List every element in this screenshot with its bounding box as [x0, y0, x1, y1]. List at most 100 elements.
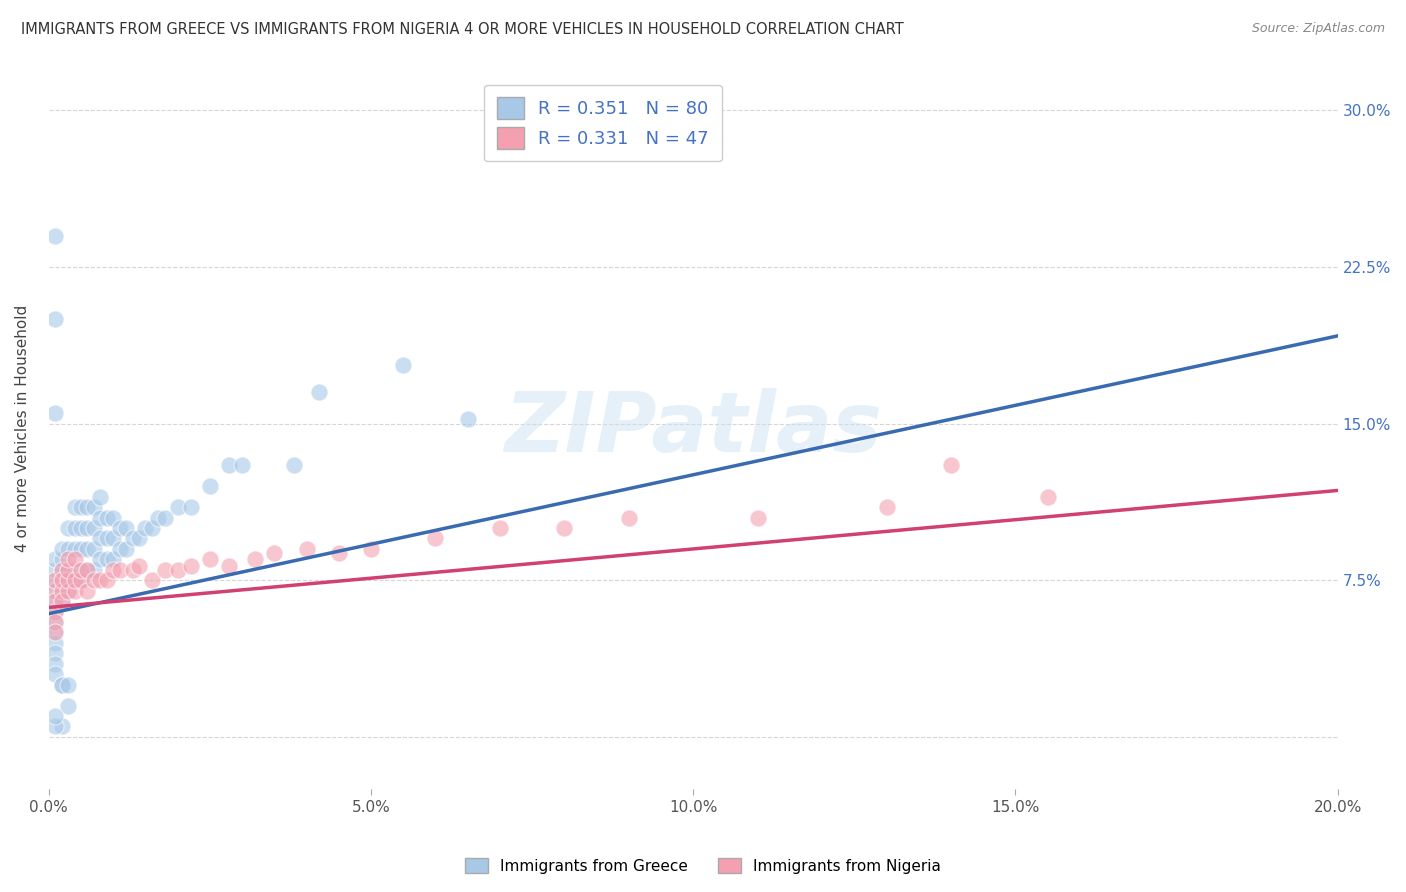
Point: [51, 541, 73, 556]
Point: [44, 583, 66, 598]
Point: [70, 521, 93, 535]
Point: [153, 563, 176, 577]
Point: [44, 657, 66, 671]
Point: [231, 458, 253, 473]
Point: [115, 541, 138, 556]
Point: [70, 574, 93, 588]
Point: [83, 574, 105, 588]
Point: [103, 563, 125, 577]
Point: [103, 510, 125, 524]
Point: [89, 490, 111, 504]
Point: [263, 546, 285, 560]
Point: [83, 541, 105, 556]
Point: [553, 521, 575, 535]
Point: [489, 521, 512, 535]
Point: [83, 500, 105, 515]
Point: [218, 558, 240, 573]
Point: [70, 541, 93, 556]
Point: [51, 563, 73, 577]
Point: [44, 605, 66, 619]
Point: [51, 594, 73, 608]
Point: [51, 552, 73, 566]
Point: [89, 510, 111, 524]
Point: [63, 574, 86, 588]
Point: [51, 574, 73, 588]
Point: [63, 583, 86, 598]
Point: [44, 667, 66, 681]
Point: [89, 532, 111, 546]
Point: [51, 563, 73, 577]
Point: [63, 521, 86, 535]
Point: [51, 678, 73, 692]
Point: [56, 574, 79, 588]
Point: [83, 563, 105, 577]
Point: [70, 500, 93, 515]
Point: [115, 521, 138, 535]
Point: [44, 574, 66, 588]
Point: [63, 574, 86, 588]
Point: [89, 552, 111, 566]
Point: [103, 532, 125, 546]
Point: [76, 563, 98, 577]
Point: [76, 563, 98, 577]
Point: [56, 563, 79, 577]
Y-axis label: 4 or more Vehicles in Household: 4 or more Vehicles in Household: [15, 305, 30, 552]
Point: [457, 412, 479, 426]
Point: [51, 678, 73, 692]
Point: [328, 546, 350, 560]
Point: [360, 541, 382, 556]
Text: IMMIGRANTS FROM GREECE VS IMMIGRANTS FROM NIGERIA 4 OR MORE VEHICLES IN HOUSEHOL: IMMIGRANTS FROM GREECE VS IMMIGRANTS FRO…: [21, 22, 904, 37]
Point: [44, 563, 66, 577]
Point: [617, 510, 640, 524]
Point: [51, 583, 73, 598]
Point: [283, 458, 305, 473]
Point: [243, 552, 266, 566]
Point: [44, 646, 66, 660]
Point: [148, 510, 170, 524]
Point: [128, 558, 150, 573]
Point: [166, 500, 188, 515]
Point: [56, 541, 79, 556]
Point: [121, 563, 143, 577]
Point: [44, 406, 66, 420]
Point: [180, 500, 202, 515]
Point: [76, 541, 98, 556]
Point: [56, 574, 79, 588]
Point: [108, 541, 131, 556]
Point: [44, 625, 66, 640]
Text: Source: ZipAtlas.com: Source: ZipAtlas.com: [1251, 22, 1385, 36]
Point: [44, 625, 66, 640]
Point: [51, 719, 73, 733]
Point: [44, 719, 66, 733]
Point: [198, 552, 221, 566]
Point: [63, 500, 86, 515]
Legend: Immigrants from Greece, Immigrants from Nigeria: Immigrants from Greece, Immigrants from …: [458, 852, 948, 880]
Point: [134, 521, 156, 535]
Point: [108, 563, 131, 577]
Point: [141, 521, 163, 535]
Point: [76, 583, 98, 598]
Point: [44, 552, 66, 566]
Point: [56, 583, 79, 598]
Point: [44, 615, 66, 629]
Point: [392, 358, 415, 372]
Point: [308, 385, 330, 400]
Point: [56, 678, 79, 692]
Point: [153, 510, 176, 524]
Point: [44, 228, 66, 243]
Point: [44, 605, 66, 619]
Text: ZIPatlas: ZIPatlas: [505, 388, 882, 469]
Point: [56, 521, 79, 535]
Point: [103, 552, 125, 566]
Point: [44, 583, 66, 598]
Point: [44, 594, 66, 608]
Point: [51, 594, 73, 608]
Point: [56, 698, 79, 713]
Point: [70, 563, 93, 577]
Point: [83, 521, 105, 535]
Legend: R = 0.351   N = 80, R = 0.331   N = 47: R = 0.351 N = 80, R = 0.331 N = 47: [484, 85, 721, 161]
Point: [56, 552, 79, 566]
Point: [1036, 490, 1059, 504]
Point: [141, 574, 163, 588]
Point: [51, 583, 73, 598]
